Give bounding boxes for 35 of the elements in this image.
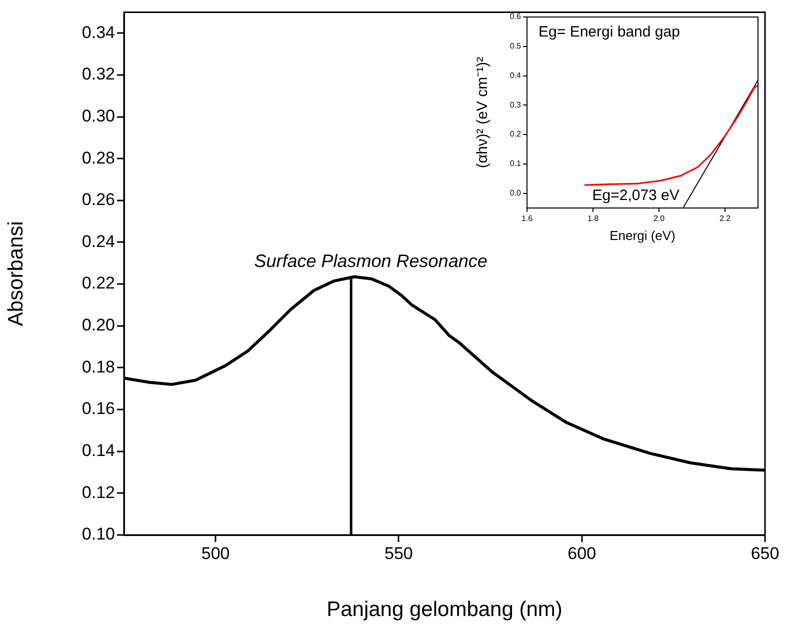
y-tick-label: 0.26 [82,190,115,210]
y-tick-label: 0.2 [510,130,522,139]
y-tick-label: 0.20 [82,316,115,335]
y-tick-label: 0.18 [82,357,115,376]
annotation: Eg= Energi band gap [538,23,680,40]
x-tick-label: 1.8 [587,214,600,224]
y-tick-label: 0.14 [82,441,115,460]
y-tick-label: 0.3 [510,100,522,110]
y-tick-label: 0.24 [82,232,115,251]
y-tick-label: 0.30 [82,106,115,126]
y-tick-label: 0.34 [82,22,115,42]
y-tick-label: 0.28 [82,148,115,168]
y-axis-title: Absorbansi [4,221,28,326]
y-axis-title: (αhν)² (eV cm⁻¹)² [474,56,492,168]
y-tick-label: 0.0 [510,188,522,198]
y-tick-label: 0.6 [510,12,522,22]
annotation: Surface Plasmon Resonance [254,250,488,271]
x-tick-label: 550 [384,544,413,563]
x-tick-label: 600 [568,544,596,563]
y-tick-label: 0.22 [82,274,115,293]
x-axis-title: Energi (eV) [610,228,676,243]
x-tick-label: 500 [201,544,230,563]
x-tick-label: 2.2 [719,214,732,224]
y-tick-label: 0.4 [510,70,522,80]
y-tick-label: 0.1 [510,159,522,168]
y-tick-label: 0.12 [82,482,115,502]
y-tick-label: 0.10 [82,524,115,544]
x-tick-label: 1.6 [521,214,534,224]
x-tick-label: 2.0 [653,214,666,224]
annotation: Eg=2,073 eV [592,187,680,204]
x-axis-title: Panjang gelombang (nm) [326,598,562,622]
x-tick-label: 650 [750,544,780,563]
y-tick-label: 0.16 [82,399,115,418]
y-tick-label: 0.5 [510,42,522,51]
y-tick-label: 0.32 [82,64,115,84]
